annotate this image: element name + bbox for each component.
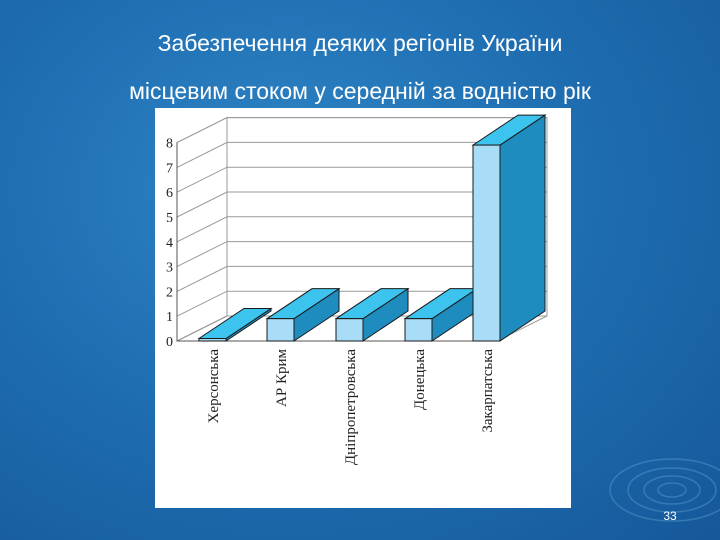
x-category-label: Херсонська bbox=[206, 349, 222, 424]
bar-side-face bbox=[499, 114, 546, 342]
bar bbox=[471, 114, 547, 342]
y-tick-label: 3 bbox=[166, 261, 173, 276]
slide-title-line-2: місцевим стоком у середній за водністю р… bbox=[129, 78, 591, 104]
chart-panel: 0 1 2 3 4 5 6 7 8 Херсонська АР Крим Дніпропетровсь… bbox=[155, 108, 571, 508]
bar-front-face bbox=[404, 318, 433, 342]
gridline bbox=[176, 216, 547, 243]
gridline bbox=[176, 141, 547, 168]
bar bbox=[403, 287, 479, 342]
gridline bbox=[176, 290, 547, 317]
bar-front-face bbox=[335, 318, 364, 342]
bar-front-face bbox=[266, 318, 295, 342]
slide-title-line-1: Забезпечення деяких регіонів України bbox=[157, 30, 563, 56]
y-tick-label: 7 bbox=[166, 161, 173, 176]
y-tick-label: 1 bbox=[166, 310, 173, 325]
x-category-label: АР Крим bbox=[274, 348, 290, 406]
y-tick-label: 4 bbox=[166, 236, 173, 251]
gridline bbox=[176, 191, 547, 218]
bar bbox=[334, 287, 410, 342]
y-tick-label: 5 bbox=[166, 211, 173, 226]
water-ripple-decoration bbox=[609, 458, 720, 522]
bar bbox=[265, 287, 341, 342]
bar-chart: 0 1 2 3 4 5 6 7 8 Херсонська АР Крим Дніпропетровсь… bbox=[166, 114, 548, 465]
y-tick-label: 0 bbox=[166, 335, 173, 350]
x-category-label: Закарпатська bbox=[480, 349, 496, 433]
x-category-label: Донецька bbox=[412, 349, 428, 410]
bar-front-face bbox=[198, 338, 227, 342]
gridline bbox=[176, 117, 547, 144]
gridline bbox=[176, 265, 547, 292]
bar bbox=[197, 307, 273, 342]
y-tick-label: 8 bbox=[166, 137, 173, 152]
y-tick-label: 2 bbox=[166, 285, 173, 300]
x-category-label: Дніпропетровська bbox=[343, 349, 359, 465]
y-tick-label: 6 bbox=[166, 186, 173, 201]
bar-front-face bbox=[472, 144, 501, 342]
gridline bbox=[176, 241, 547, 268]
slide-number: 33 bbox=[663, 509, 677, 523]
gridline bbox=[176, 166, 547, 193]
